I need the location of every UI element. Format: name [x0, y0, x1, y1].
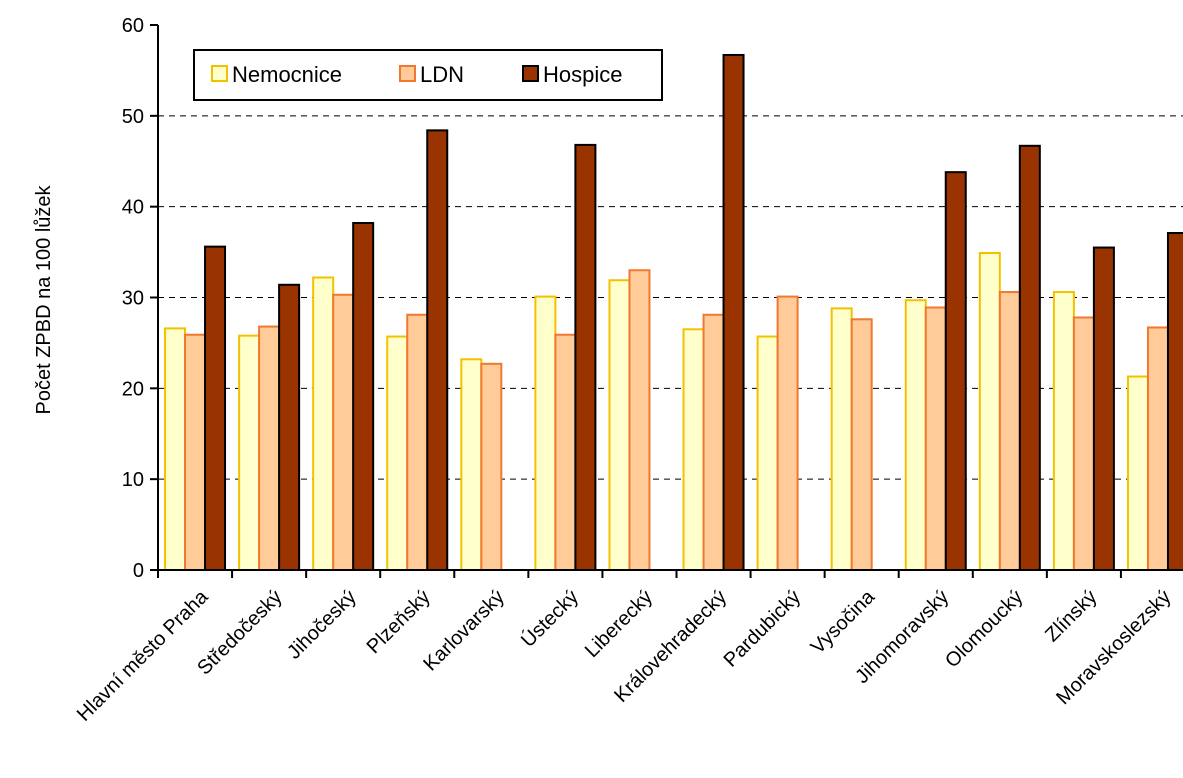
x-tick-label-5: Ústecký [516, 585, 583, 652]
bar-ldn-5 [554, 333, 577, 571]
bar-hospice-10 [944, 171, 967, 571]
bar-hospice-5 [574, 143, 597, 571]
legend-swatch-hospice [522, 65, 539, 82]
bar-nemocnice-7 [682, 328, 705, 571]
bar-nemocnice-11 [978, 251, 1001, 571]
bar-ldn-8 [776, 295, 799, 571]
y-tick-label-4: 40 [122, 197, 144, 219]
bar-ldn-11 [998, 291, 1021, 571]
y-axis-ticks: 0 10 20 30 40 50 60 [122, 15, 158, 582]
bar-nemocnice-13 [1126, 375, 1149, 571]
bar-hospice-11 [1018, 144, 1041, 572]
bars [164, 53, 1183, 572]
bar-hospice-12 [1092, 246, 1115, 572]
y-tick-label-5: 50 [122, 106, 144, 128]
bar-nemocnice-6 [608, 279, 631, 571]
legend: Nemocnice LDN Hospice [193, 49, 663, 101]
bar-ldn-9 [850, 318, 873, 571]
x-tick-label-8: Pardubický [720, 586, 806, 672]
y-tick-label-3: 30 [122, 288, 144, 310]
bar-ldn-10 [924, 306, 947, 571]
bar-nemocnice-3 [386, 335, 409, 571]
bar-ldn-0 [184, 333, 207, 571]
bar-nemocnice-12 [1052, 291, 1075, 571]
bar-hospice-0 [204, 245, 227, 571]
bar-ldn-2 [332, 293, 355, 571]
x-tick-label-6: Liberecký [581, 586, 657, 662]
y-tick-label-0: 0 [133, 560, 144, 582]
x-tick-label-9: Vysočina [807, 585, 880, 658]
legend-swatch-ldn [399, 65, 416, 82]
bar-ldn-3 [406, 313, 429, 571]
x-tick-label-4: Karlovarský [419, 586, 508, 675]
legend-label-ldn: LDN [420, 62, 464, 87]
bar-ldn-4 [480, 362, 503, 571]
bar-ldn-1 [258, 325, 281, 572]
bar-ldn-6 [628, 269, 651, 571]
x-tick-label-3: Plzeňský [363, 586, 435, 658]
bar-nemocnice-1 [238, 334, 261, 571]
legend-label-hospice: Hospice [543, 62, 622, 87]
bar-ldn-12 [1072, 316, 1095, 571]
y-axis-label: Počet ZPBD na 100 lůžek [33, 184, 55, 414]
bar-ldn-13 [1146, 326, 1169, 571]
legend-label-nemocnice: Nemocnice [232, 62, 342, 87]
bar-hospice-13 [1166, 232, 1183, 571]
bar-ldn-7 [702, 313, 725, 571]
bar-hospice-2 [352, 222, 375, 571]
bar-nemocnice-2 [312, 276, 335, 571]
bar-nemocnice-0 [164, 327, 187, 571]
bar-nemocnice-10 [904, 299, 927, 571]
bar-hospice-3 [426, 129, 449, 571]
y-tick-label-6: 60 [122, 15, 144, 37]
y-tick-label-1: 10 [122, 469, 144, 491]
x-tick-label-12: Zlínský [1041, 586, 1101, 646]
legend-swatch-nemocnice [211, 65, 228, 82]
legend-box [193, 49, 663, 101]
bar-nemocnice-8 [756, 335, 779, 571]
x-tick-label-11: Olomoucký [941, 586, 1027, 672]
x-tick-label-0: Hlavní město Praha [73, 585, 213, 725]
bar-hospice-1 [278, 283, 301, 571]
x-tick-label-2: Jihočeský [283, 586, 361, 664]
bar-nemocnice-4 [460, 358, 483, 571]
bar-nemocnice-9 [830, 307, 853, 571]
bar-hospice-7 [722, 53, 745, 572]
y-tick-label-2: 20 [122, 378, 144, 400]
bar-nemocnice-5 [534, 295, 557, 571]
